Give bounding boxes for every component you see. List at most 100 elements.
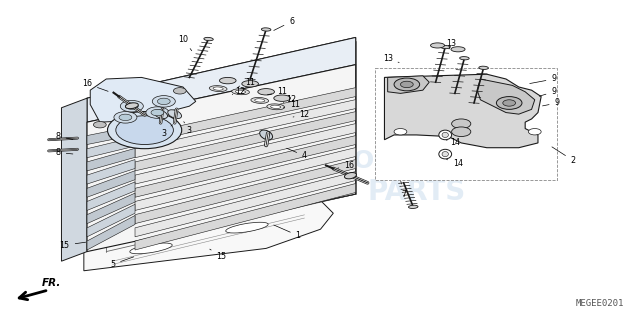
Text: 11: 11 bbox=[283, 100, 300, 109]
Text: 14: 14 bbox=[447, 159, 463, 168]
Circle shape bbox=[452, 119, 470, 128]
Text: 12: 12 bbox=[232, 87, 246, 96]
Polygon shape bbox=[135, 112, 356, 171]
Polygon shape bbox=[135, 171, 356, 237]
Ellipse shape bbox=[126, 103, 138, 108]
Text: 12: 12 bbox=[283, 95, 297, 104]
Text: 13: 13 bbox=[383, 54, 399, 63]
Polygon shape bbox=[87, 65, 356, 252]
Circle shape bbox=[108, 112, 181, 149]
Ellipse shape bbox=[440, 46, 450, 49]
Text: 11: 11 bbox=[238, 78, 255, 87]
Text: 7: 7 bbox=[401, 181, 406, 199]
Ellipse shape bbox=[254, 99, 265, 102]
Text: OEM: OEM bbox=[353, 149, 416, 172]
Ellipse shape bbox=[439, 149, 452, 159]
Polygon shape bbox=[135, 148, 356, 211]
Ellipse shape bbox=[408, 205, 418, 208]
Ellipse shape bbox=[210, 86, 227, 91]
Circle shape bbox=[173, 88, 186, 94]
Polygon shape bbox=[90, 77, 196, 122]
Circle shape bbox=[503, 100, 515, 106]
Polygon shape bbox=[385, 74, 541, 148]
Ellipse shape bbox=[431, 43, 445, 48]
Polygon shape bbox=[87, 215, 135, 250]
Circle shape bbox=[114, 112, 137, 123]
Ellipse shape bbox=[242, 81, 258, 87]
Polygon shape bbox=[87, 38, 356, 252]
Polygon shape bbox=[62, 98, 87, 261]
Text: 15: 15 bbox=[210, 249, 226, 261]
Polygon shape bbox=[87, 137, 135, 158]
Circle shape bbox=[496, 97, 522, 109]
Polygon shape bbox=[87, 38, 356, 122]
Polygon shape bbox=[87, 182, 135, 211]
Text: 8: 8 bbox=[56, 132, 73, 141]
Polygon shape bbox=[87, 148, 135, 171]
Ellipse shape bbox=[168, 110, 181, 118]
Polygon shape bbox=[87, 204, 135, 237]
Polygon shape bbox=[135, 88, 356, 144]
Polygon shape bbox=[388, 76, 429, 93]
Text: 3: 3 bbox=[162, 125, 172, 138]
Polygon shape bbox=[135, 100, 356, 158]
Circle shape bbox=[116, 116, 173, 144]
Text: 3: 3 bbox=[184, 122, 192, 134]
Ellipse shape bbox=[129, 243, 172, 254]
Ellipse shape bbox=[439, 130, 452, 140]
Text: PARTS: PARTS bbox=[367, 178, 465, 206]
Ellipse shape bbox=[274, 95, 290, 101]
Circle shape bbox=[528, 128, 541, 135]
Text: 15: 15 bbox=[60, 241, 86, 250]
Ellipse shape bbox=[231, 89, 249, 95]
Polygon shape bbox=[135, 184, 356, 250]
Circle shape bbox=[401, 81, 413, 88]
Ellipse shape bbox=[344, 172, 356, 179]
Circle shape bbox=[121, 100, 144, 112]
Text: 1: 1 bbox=[274, 225, 301, 240]
Text: 4: 4 bbox=[287, 148, 307, 160]
Ellipse shape bbox=[154, 110, 167, 118]
Text: FR.: FR. bbox=[42, 278, 62, 288]
Ellipse shape bbox=[442, 132, 449, 137]
Polygon shape bbox=[87, 171, 135, 197]
Text: 12: 12 bbox=[293, 110, 310, 119]
Ellipse shape bbox=[479, 66, 488, 69]
Text: 13: 13 bbox=[447, 39, 456, 49]
Circle shape bbox=[153, 96, 175, 107]
Ellipse shape bbox=[258, 89, 274, 95]
Ellipse shape bbox=[251, 98, 269, 103]
Text: 9: 9 bbox=[529, 74, 556, 83]
Ellipse shape bbox=[213, 87, 223, 90]
Text: 9: 9 bbox=[539, 87, 556, 96]
Circle shape bbox=[94, 122, 106, 128]
Ellipse shape bbox=[267, 104, 285, 110]
Polygon shape bbox=[87, 193, 135, 224]
Text: MEGEE0201: MEGEE0201 bbox=[576, 299, 624, 308]
Text: 6: 6 bbox=[274, 17, 294, 30]
Polygon shape bbox=[84, 200, 333, 271]
Polygon shape bbox=[477, 79, 535, 114]
Text: 10: 10 bbox=[178, 35, 192, 51]
Polygon shape bbox=[135, 160, 356, 224]
Circle shape bbox=[158, 98, 171, 105]
Circle shape bbox=[452, 127, 470, 136]
Ellipse shape bbox=[260, 130, 272, 140]
Text: 16: 16 bbox=[82, 79, 108, 91]
Text: 8: 8 bbox=[56, 148, 73, 157]
Ellipse shape bbox=[219, 77, 236, 84]
Circle shape bbox=[394, 78, 420, 91]
Text: 16: 16 bbox=[338, 161, 354, 170]
Ellipse shape bbox=[460, 56, 469, 60]
Circle shape bbox=[126, 103, 138, 109]
Polygon shape bbox=[135, 124, 356, 184]
Ellipse shape bbox=[226, 222, 268, 233]
Text: 14: 14 bbox=[447, 138, 460, 147]
Ellipse shape bbox=[235, 90, 246, 93]
Ellipse shape bbox=[204, 37, 213, 41]
Ellipse shape bbox=[451, 47, 465, 52]
Text: 2: 2 bbox=[552, 147, 576, 165]
Text: 9: 9 bbox=[542, 99, 560, 108]
Ellipse shape bbox=[442, 152, 449, 157]
Circle shape bbox=[394, 128, 407, 135]
